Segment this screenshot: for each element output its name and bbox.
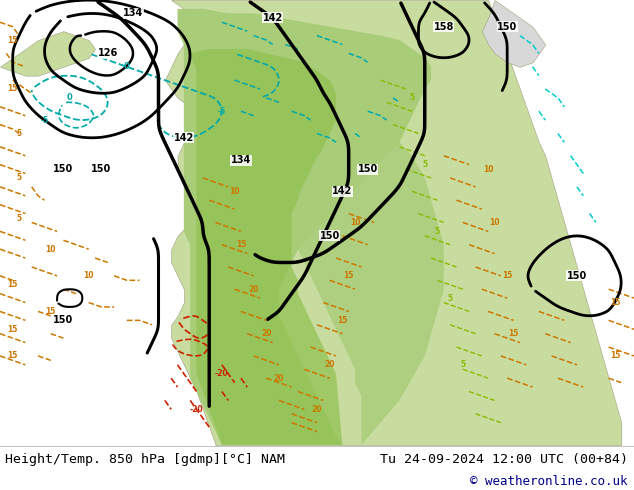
Text: 5: 5 bbox=[16, 129, 22, 138]
Text: 126: 126 bbox=[98, 49, 118, 58]
Text: 10: 10 bbox=[489, 218, 500, 227]
Text: 134: 134 bbox=[231, 155, 251, 165]
Text: 0: 0 bbox=[67, 94, 73, 102]
Text: 10: 10 bbox=[230, 187, 240, 196]
Text: 15: 15 bbox=[8, 325, 18, 334]
Text: 15: 15 bbox=[610, 351, 620, 361]
Text: 20: 20 bbox=[261, 329, 271, 338]
Text: 0: 0 bbox=[124, 62, 130, 71]
Text: 15: 15 bbox=[344, 271, 354, 280]
Text: 5: 5 bbox=[460, 360, 465, 369]
Text: 142: 142 bbox=[262, 13, 283, 23]
Text: 5: 5 bbox=[448, 294, 453, 303]
Text: 20: 20 bbox=[249, 285, 259, 294]
Text: -5: -5 bbox=[40, 116, 49, 124]
Text: 142: 142 bbox=[332, 186, 353, 196]
Text: 5: 5 bbox=[410, 94, 415, 102]
Text: 150: 150 bbox=[567, 271, 587, 281]
Text: 150: 150 bbox=[497, 22, 517, 32]
Text: 142: 142 bbox=[174, 133, 194, 143]
Text: 5: 5 bbox=[422, 160, 427, 169]
Text: 150: 150 bbox=[53, 316, 74, 325]
Text: -20: -20 bbox=[190, 405, 204, 414]
Text: 5: 5 bbox=[16, 214, 22, 222]
Text: 150: 150 bbox=[320, 231, 340, 241]
Text: 150: 150 bbox=[53, 164, 74, 174]
Text: 15: 15 bbox=[8, 280, 18, 289]
Text: 134: 134 bbox=[123, 8, 143, 18]
Text: 15: 15 bbox=[8, 84, 18, 94]
Text: 5: 5 bbox=[16, 173, 22, 182]
Text: 15: 15 bbox=[502, 271, 512, 280]
Text: 10: 10 bbox=[483, 165, 493, 173]
Text: 20: 20 bbox=[274, 374, 284, 383]
Text: 15: 15 bbox=[610, 298, 620, 307]
Text: 15: 15 bbox=[236, 240, 246, 249]
Text: 5: 5 bbox=[435, 227, 440, 236]
Text: © weatheronline.co.uk: © weatheronline.co.uk bbox=[470, 475, 628, 489]
Text: 15: 15 bbox=[508, 329, 519, 338]
Text: 20: 20 bbox=[312, 405, 322, 414]
Text: -5: -5 bbox=[217, 107, 226, 116]
Text: Height/Temp. 850 hPa [gdmp][°C] NAM: Height/Temp. 850 hPa [gdmp][°C] NAM bbox=[5, 453, 285, 466]
Text: 150: 150 bbox=[91, 164, 112, 174]
Text: 20: 20 bbox=[325, 360, 335, 369]
Text: 15: 15 bbox=[8, 36, 18, 45]
Text: 15: 15 bbox=[337, 316, 347, 325]
Text: -20: -20 bbox=[215, 369, 229, 378]
Text: Tu 24-09-2024 12:00 UTC (00+84): Tu 24-09-2024 12:00 UTC (00+84) bbox=[380, 453, 628, 466]
Text: 150: 150 bbox=[358, 164, 378, 174]
Text: 10: 10 bbox=[84, 271, 94, 280]
Text: 158: 158 bbox=[434, 22, 454, 32]
Text: 15: 15 bbox=[8, 351, 18, 361]
Text: 15: 15 bbox=[46, 307, 56, 316]
Text: 10: 10 bbox=[350, 218, 360, 227]
Text: 10: 10 bbox=[46, 245, 56, 254]
